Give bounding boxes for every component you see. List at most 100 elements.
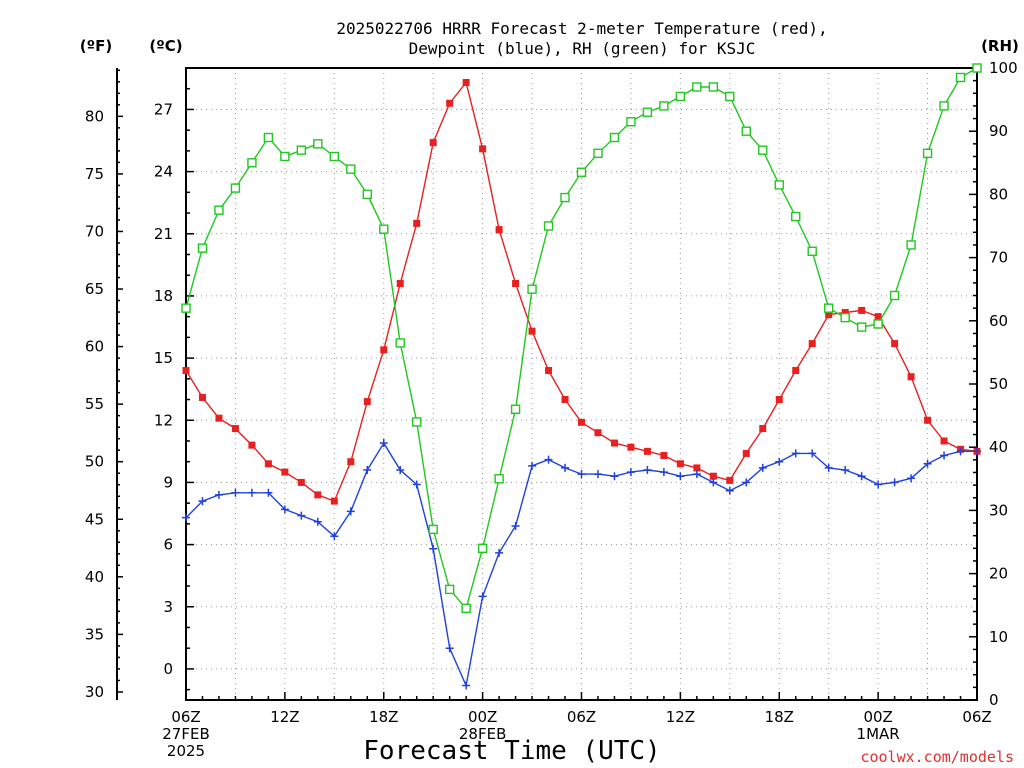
point-temperature (759, 425, 767, 433)
point-temperature (874, 313, 882, 321)
point-temperature (578, 418, 585, 426)
point-dewpoint (182, 513, 190, 522)
point-temperature (742, 449, 750, 457)
point-temperature (841, 309, 849, 317)
point-rh (922, 148, 933, 159)
chart-title-line-1: 2025022706 HRRR Forecast 2-meter Tempera… (336, 19, 827, 38)
point-rh (214, 205, 224, 215)
rh-tick-label: 0 (989, 691, 999, 709)
point-temperature (676, 460, 684, 468)
rh-tick-label: 50 (989, 375, 1008, 393)
grid-layer (186, 68, 977, 700)
point-temperature (314, 491, 322, 499)
point-rh (972, 63, 982, 73)
celsius-tick-label: 12 (154, 411, 173, 429)
point-rh (609, 132, 620, 143)
point-temperature (627, 443, 635, 451)
point-dewpoint (676, 472, 685, 481)
point-temperature (940, 437, 948, 445)
point-temperature (561, 396, 569, 404)
point-temperature (462, 79, 470, 87)
x-tick-label: 18Z (765, 708, 794, 726)
point-dewpoint (709, 478, 718, 487)
point-dewpoint (247, 488, 256, 497)
point-dewpoint (956, 447, 965, 456)
point-dewpoint (478, 592, 487, 601)
unit-label-fahrenheit: (ºF) (80, 37, 112, 55)
point-rh (675, 91, 686, 102)
point-dewpoint (198, 497, 207, 506)
point-rh (280, 151, 290, 162)
point-temperature (924, 416, 932, 424)
point-dewpoint (907, 474, 916, 483)
fahrenheit-tick-label: 40 (85, 568, 104, 586)
point-rh (741, 126, 751, 136)
point-dewpoint (643, 465, 652, 474)
fahrenheit-tick-label: 70 (85, 222, 104, 240)
rh-tick-label: 100 (989, 59, 1018, 77)
point-rh (263, 132, 274, 143)
point-rh (708, 82, 719, 92)
point-dewpoint (561, 463, 570, 472)
point-temperature (347, 458, 355, 466)
point-dewpoint (808, 449, 817, 458)
point-rh (889, 290, 900, 301)
point-dewpoint (593, 470, 602, 479)
rh-tick-label: 30 (989, 501, 1008, 519)
credit-text: coolwx.com/models (860, 748, 1014, 766)
rh-tick-label: 60 (989, 312, 1008, 330)
point-dewpoint (313, 517, 322, 526)
point-temperature (297, 478, 305, 486)
point-temperature (380, 346, 388, 354)
point-dewpoint (626, 468, 635, 477)
point-rh (774, 180, 784, 190)
point-temperature (413, 219, 421, 227)
point-temperature (446, 99, 454, 107)
fahrenheit-tick-label: 50 (85, 453, 104, 471)
point-dewpoint (412, 480, 421, 489)
point-rh (197, 243, 208, 253)
point-dewpoint (775, 457, 784, 466)
point-dewpoint (577, 470, 586, 479)
point-dewpoint (544, 455, 553, 464)
rh-tick-label: 80 (989, 185, 1008, 203)
x-tick-label: 18Z (369, 708, 398, 726)
point-rh (477, 543, 488, 554)
point-rh (807, 246, 817, 256)
point-dewpoint (429, 544, 438, 553)
point-dewpoint (824, 463, 833, 472)
point-rh (412, 417, 422, 427)
point-temperature (825, 311, 833, 319)
point-rh (939, 101, 949, 111)
x-tick-label: 06Z (567, 708, 596, 726)
point-temperature (610, 439, 618, 447)
rh-tick-label: 20 (989, 565, 1008, 583)
celsius-tick-label: 24 (154, 163, 173, 181)
point-rh (181, 303, 191, 313)
series-temperature (182, 79, 981, 505)
x-tick-label: 00Z (863, 708, 892, 726)
point-temperature (775, 396, 783, 404)
point-dewpoint (214, 490, 223, 499)
rh-tick-label: 10 (989, 628, 1008, 646)
unit-label-celsius: (ºC) (149, 37, 182, 55)
point-temperature (891, 340, 899, 348)
point-dewpoint (725, 486, 734, 495)
point-rh (791, 211, 801, 222)
unit-label-rh: (RH) (981, 37, 1019, 55)
rh-tick-label: 70 (989, 249, 1008, 267)
point-rh (494, 474, 504, 484)
point-dewpoint (758, 463, 767, 472)
point-temperature (182, 367, 190, 375)
fahrenheit-tick-label: 45 (85, 510, 104, 528)
point-rh (428, 524, 438, 535)
point-dewpoint (692, 470, 701, 479)
point-dewpoint (495, 548, 504, 557)
point-temperature (545, 367, 553, 375)
point-temperature (792, 367, 800, 375)
point-dewpoint (445, 644, 454, 653)
rh-tick-label: 40 (989, 438, 1008, 456)
celsius-tick-label: 9 (163, 473, 173, 491)
point-temperature (594, 429, 602, 437)
